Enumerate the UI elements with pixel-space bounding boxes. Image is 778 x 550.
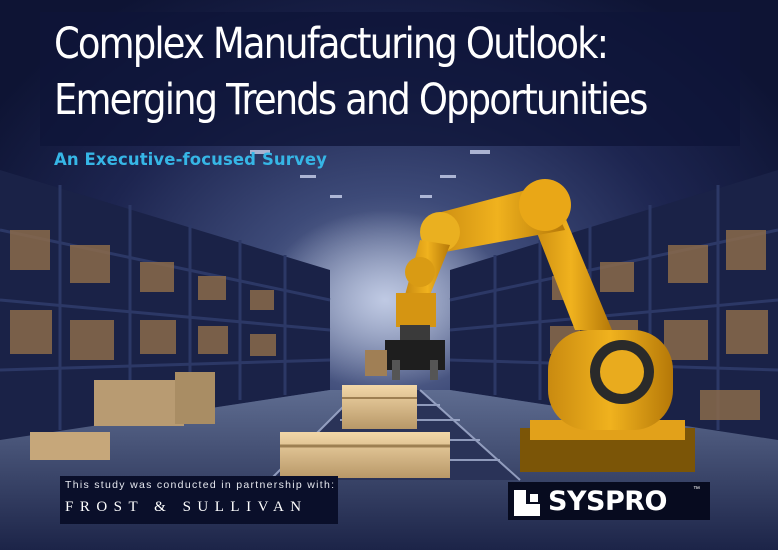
syspro-square-icon [514,490,540,516]
report-title-line-1: Complex Manufacturing Outlook: [54,19,609,69]
report-title: Complex Manufacturing Outlook: Emerging … [54,16,656,128]
frost-sullivan-logo: FROST & SULLIVAN [65,499,308,515]
partner-strip [60,476,338,524]
syspro-wordmark: SYSPRO [548,486,667,517]
title-backdrop [40,12,740,146]
syspro-logo [508,482,710,520]
trademark-mark: ™ [693,486,700,493]
report-subtitle: An Executive-focused Survey [54,150,328,169]
report-title-line-2: Emerging Trends and Opportunities [54,75,648,125]
partnership-note: This study was conducted in partnership … [65,479,336,491]
